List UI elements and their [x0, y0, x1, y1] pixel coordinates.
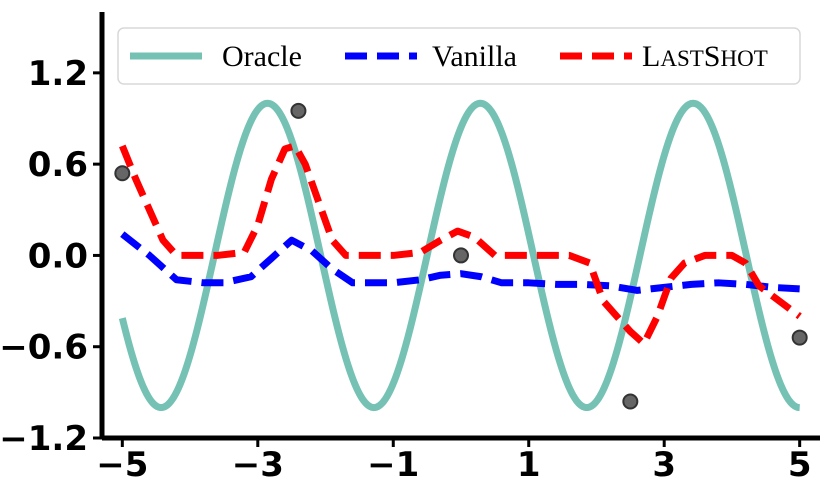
legend-label-part: S	[704, 40, 721, 73]
x-tick-label: 1	[517, 445, 541, 485]
x-tick-label: 3	[652, 445, 676, 485]
legend-label-part: HOT	[720, 46, 767, 71]
data-point	[290, 102, 307, 119]
legend-label-lastshot: LASTSHOT	[642, 40, 768, 73]
series-line-vanilla	[120, 231, 800, 294]
y-tick-label: −1.2	[0, 419, 88, 459]
x-tick-label: 5	[788, 445, 812, 485]
y-tick-label: −0.6	[0, 328, 88, 368]
data-point	[791, 329, 808, 346]
data-point	[114, 165, 131, 182]
x-tick-label: −5	[96, 445, 148, 485]
x-tick-label: −3	[232, 445, 284, 485]
series-line-lastshot	[119, 142, 802, 348]
legend-label-vanilla: Vanilla	[432, 40, 517, 73]
series-line-oracle	[118, 99, 803, 412]
tick-labels: −5 −3 −1 1 3 5 −1.2 −0.6 0.0 0.6 1.2	[0, 54, 812, 485]
legend-label-part: L	[642, 40, 660, 73]
legend-label-part: AST	[660, 46, 703, 71]
data-point	[622, 393, 639, 410]
x-tick-label: −1	[367, 445, 419, 485]
legend-label-oracle: Oracle	[222, 40, 302, 73]
data-point	[453, 247, 469, 264]
y-tick-label: 0.0	[28, 236, 88, 276]
legend: Oracle Vanilla LASTSHOT	[117, 27, 801, 85]
y-tick-label: 1.2	[28, 54, 88, 94]
context-points	[114, 102, 808, 410]
series-lines	[118, 99, 803, 412]
legend-box	[117, 27, 801, 85]
y-tick-label: 0.6	[28, 145, 88, 185]
axes	[93, 12, 820, 447]
